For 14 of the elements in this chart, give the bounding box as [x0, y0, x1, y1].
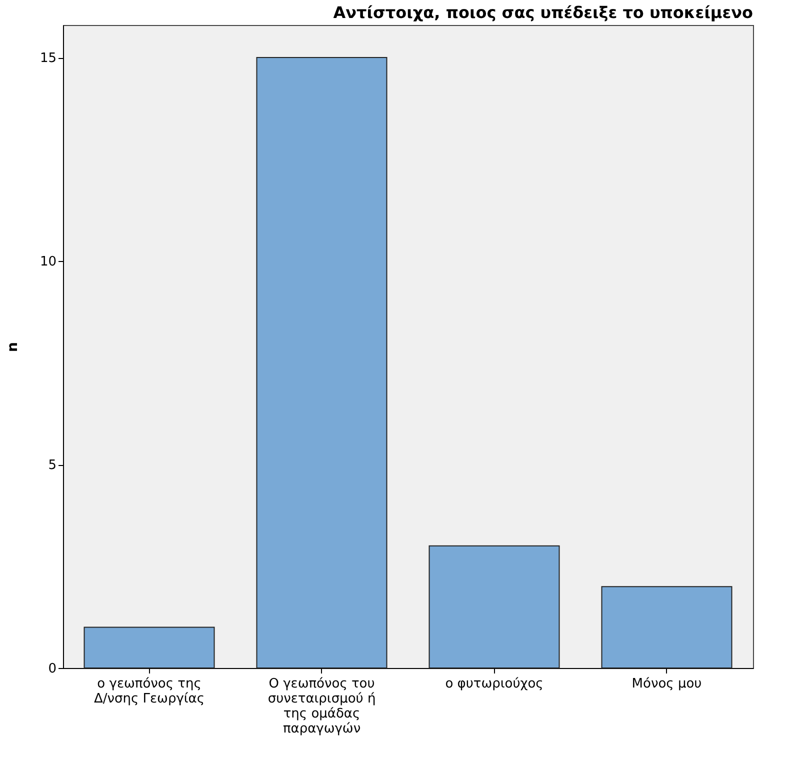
bar: [256, 57, 388, 668]
bar: [84, 626, 215, 668]
y-tick-label: 15: [40, 51, 56, 66]
x-tick-label: Μόνος μου: [632, 676, 702, 692]
y-axis-title: n: [4, 342, 21, 352]
chart-title: Αντίστοιχα, ποιος σας υπέδειξε το υποκείμενο: [333, 3, 753, 22]
x-tick-label: Ο γεωπόνος του συνεταιρισμού ή της ομάδας παραγωγών: [268, 676, 376, 736]
y-tick-label: 5: [48, 458, 56, 474]
x-tick-label: ο γεωπόνος της Δ/νσης Γεωργίας: [94, 676, 204, 706]
y-tick-label: 10: [40, 254, 56, 270]
x-tick-label: ο φυτωριούχος: [445, 676, 544, 692]
y-tick-label: 0: [48, 662, 56, 676]
bar: [601, 586, 732, 668]
bar: [428, 545, 560, 668]
